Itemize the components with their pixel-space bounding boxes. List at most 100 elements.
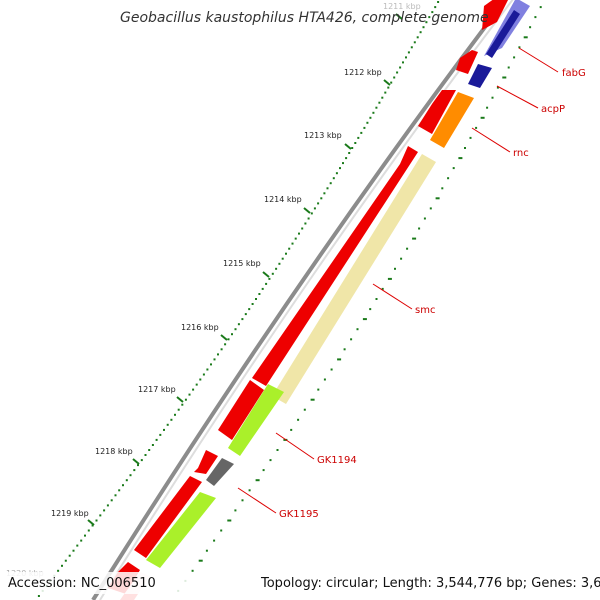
gene-band-gk1195 xyxy=(206,458,234,486)
inner-scale-dot xyxy=(523,36,528,39)
inner-scale-dot xyxy=(330,368,333,371)
scale-dot xyxy=(114,494,117,497)
gene-label-fabG: fabG xyxy=(562,68,586,79)
scale-dot xyxy=(37,595,40,597)
gene-band-fabG-inner xyxy=(486,10,520,58)
cds-block-gk1195-forward xyxy=(194,450,218,474)
scale-tick-marks xyxy=(87,13,403,526)
scale-dot xyxy=(103,509,106,512)
inner-scale-dot xyxy=(529,26,532,29)
genome-backbone-inner xyxy=(99,0,514,600)
cds-block-rnc-forward xyxy=(418,90,456,134)
inner-scale-dot xyxy=(412,237,417,240)
inner-scale-dot xyxy=(262,469,265,472)
scale-dot xyxy=(106,504,109,507)
cds-block-acpP-forward xyxy=(456,50,478,74)
gene-label-gk1195: GK1195 xyxy=(279,509,319,520)
gene-band-lower xyxy=(146,492,216,568)
scale-dot xyxy=(310,212,313,215)
inner-scale-dot xyxy=(248,489,251,492)
major-scale-tick xyxy=(395,13,403,20)
scale-dot xyxy=(268,277,271,280)
inner-scale-dot xyxy=(310,398,315,401)
scale-dot xyxy=(363,126,366,129)
major-scale-tick xyxy=(303,207,311,214)
scale-dot xyxy=(301,227,304,230)
scale-dot xyxy=(166,423,169,426)
scale-dot xyxy=(76,544,79,547)
scale-dot xyxy=(188,393,191,396)
label-line-fabG xyxy=(518,47,559,73)
inner-scale-dot xyxy=(375,298,378,300)
scale-dot xyxy=(384,91,387,94)
scale-dot xyxy=(195,383,198,386)
inner-scale-dot xyxy=(447,177,450,180)
scale-dot xyxy=(271,272,274,275)
scale-dot xyxy=(64,559,67,562)
inner-scale-dot xyxy=(381,287,384,290)
inner-scale-dot xyxy=(369,308,372,311)
scale-dot xyxy=(345,157,348,160)
scale-dot xyxy=(125,479,128,482)
scale-dot xyxy=(57,569,60,572)
scale-dot xyxy=(144,454,147,456)
scale-dot xyxy=(434,6,437,9)
scale-dot xyxy=(170,418,173,421)
scale-dot xyxy=(320,197,323,200)
scale-dot xyxy=(192,388,195,391)
scale-dot xyxy=(387,86,390,89)
scale-dot xyxy=(372,111,375,114)
kbp-label-1217: 1217 kbp xyxy=(138,385,176,394)
inner-scale-dot xyxy=(343,348,346,351)
scale-dot xyxy=(231,333,233,336)
scale-dot xyxy=(335,172,338,175)
inner-scale-dot xyxy=(441,187,444,190)
scale-dot xyxy=(402,61,404,64)
scale-dot xyxy=(258,293,261,295)
scale-dot xyxy=(210,363,212,366)
scale-dot xyxy=(129,474,132,477)
scale-dot xyxy=(84,534,86,537)
scale-dot xyxy=(278,262,281,265)
inner-scale-dot xyxy=(418,227,421,230)
inner-scale-dot xyxy=(518,46,521,49)
scale-dot xyxy=(265,282,268,285)
forward-strand-features xyxy=(108,0,508,594)
inner-scale-dot xyxy=(400,257,403,260)
inner-scale-dot xyxy=(303,408,306,411)
major-scale-tick xyxy=(262,271,270,278)
inner-scale-dot xyxy=(269,459,272,462)
inner-scale-dot xyxy=(435,197,440,200)
scale-dot xyxy=(425,21,428,24)
kbp-label-top-fade xyxy=(380,1,424,11)
cds-block-smc-forward xyxy=(252,146,418,386)
scale-dot xyxy=(410,46,413,49)
inner-scale-dot xyxy=(323,378,326,381)
scale-dot xyxy=(285,252,287,255)
scale-dot xyxy=(140,459,143,462)
gene-band-smc xyxy=(272,154,436,404)
major-scale-tick xyxy=(344,143,352,150)
scale-dot xyxy=(206,368,209,371)
scale-dot xyxy=(298,232,300,235)
scale-dot xyxy=(91,524,94,527)
inner-scale-dot xyxy=(491,96,494,99)
scale-dot xyxy=(431,11,434,14)
kbp-label-1213: 1213 kbp xyxy=(304,131,342,140)
scale-dot xyxy=(99,514,102,517)
inner-scale-dot xyxy=(387,277,392,280)
scale-dot xyxy=(61,564,63,567)
scale-dot xyxy=(332,177,335,180)
scale-dot xyxy=(213,358,216,361)
scale-dot xyxy=(68,554,71,557)
scale-dot xyxy=(122,484,124,487)
inner-scale-dot xyxy=(205,549,208,552)
scale-dot xyxy=(244,313,247,316)
scale-dot xyxy=(381,96,384,99)
scale-dot xyxy=(416,36,419,39)
scale-dot xyxy=(251,303,254,305)
scale-dot xyxy=(202,373,205,376)
scale-dot xyxy=(227,338,230,341)
kbp-label-1215: 1215 kbp xyxy=(223,259,261,268)
